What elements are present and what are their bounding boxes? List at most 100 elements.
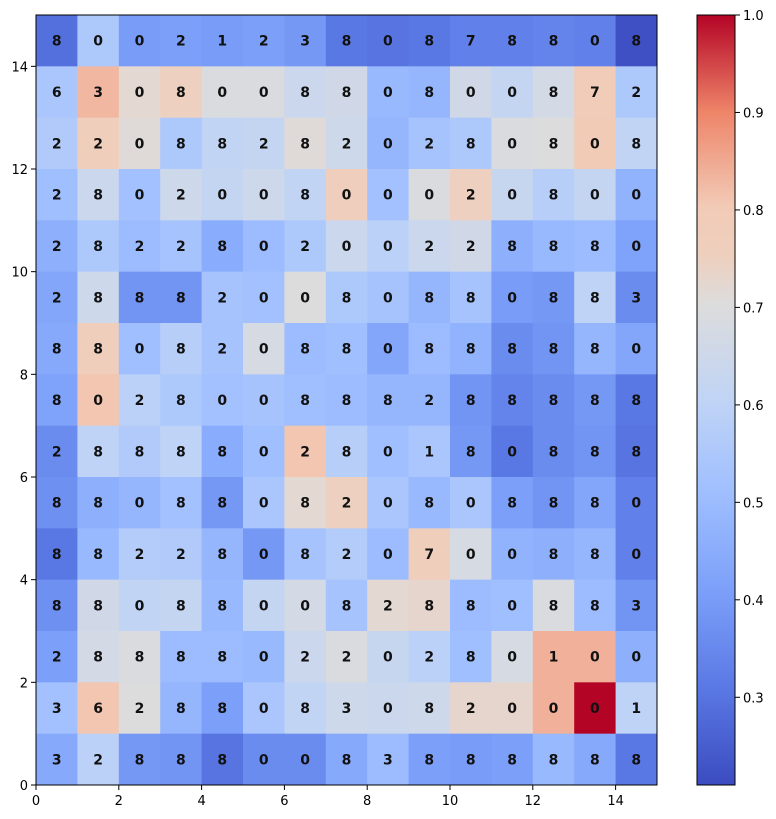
cell-label: 0 [590,136,600,152]
heatmap-cell [615,66,658,119]
heatmap-cell [367,374,410,427]
heatmap-cells [36,15,658,786]
cell-label: 2 [424,650,434,666]
cell-label: 0 [259,650,269,666]
cell-label: 8 [424,290,434,306]
heatmap-cell [615,323,658,375]
cell-label: 0 [217,393,227,409]
heatmap-cell [615,528,658,581]
heatmap-cell [77,425,120,478]
cell-label: 0 [93,393,103,409]
heatmap-cell [325,66,368,119]
cell-label: 8 [590,547,600,563]
heatmap-cell [367,477,410,529]
cell-label: 2 [52,239,62,255]
cell-label: 8 [52,598,62,614]
cell-label: 8 [342,598,352,614]
cell-label: 8 [424,34,434,50]
heatmap-cell [574,631,617,683]
heatmap-cell [160,733,203,786]
cell-label: 0 [507,598,517,614]
cell-label: 8 [217,752,227,768]
heatmap-cell [36,425,78,478]
heatmap-cell [532,733,575,786]
heatmap-cell [243,425,285,478]
heatmap-cell [36,682,78,735]
heatmap-cell [284,733,327,786]
cell-label: 8 [590,444,600,460]
heatmap-cell [201,374,244,427]
y-tick-label: 4 [20,574,28,589]
cell-label: 8 [52,496,62,512]
cell-label: 0 [300,598,310,614]
x-tick-label: 12 [525,794,542,809]
cell-label: 8 [590,342,600,358]
heatmap-cell [574,374,617,427]
cell-label: 8 [135,444,145,460]
cell-label: 8 [507,34,517,50]
cell-label: 0 [93,34,103,50]
cell-label: 0 [135,598,145,614]
cell-label: 8 [424,752,434,768]
cell-label: 8 [424,342,434,358]
cell-label: 8 [631,34,641,50]
heatmap-cell [532,66,575,119]
heatmap-cell [574,579,617,632]
heatmap-cell [325,15,368,67]
cell-label: 3 [300,34,310,50]
heatmap-cell [408,169,451,221]
y-tick-label: 2 [20,676,28,691]
cell-label: 8 [176,136,186,152]
heatmap-cell [201,733,244,786]
heatmap-cell [367,323,410,375]
heatmap-cell [36,117,78,170]
heatmap-cell [36,477,78,529]
cell-label: 3 [631,290,641,306]
cell-label: 8 [176,598,186,614]
heatmap-cell [532,579,575,632]
heatmap-cell [118,631,161,683]
cell-label: 8 [52,342,62,358]
cell-label: 0 [507,650,517,666]
cell-label: 8 [631,393,641,409]
cell-label: 8 [176,85,186,101]
cell-label: 8 [549,342,559,358]
cell-label: 2 [135,239,145,255]
cell-label: 8 [549,444,559,460]
heatmap-cell [450,631,492,683]
x-tick-label: 6 [280,794,288,809]
heatmap-cell [574,271,617,324]
cell-label: 2 [300,239,310,255]
heatmap-cell [118,579,161,632]
cell-label: 8 [342,34,352,50]
heatmap-cell [77,528,120,581]
heatmap-cell [574,15,617,67]
heatmap-cell [77,733,120,786]
heatmap-cell [491,425,534,478]
cell-label: 8 [93,342,103,358]
heatmap-cell [367,169,410,221]
cell-label: 2 [424,239,434,255]
heatmap-cell [325,323,368,375]
heatmap-cell [201,425,244,478]
heatmap-cell [77,15,120,67]
heatmap-cell [243,631,285,683]
heatmap-cell [160,579,203,632]
heatmap-cell [284,169,327,221]
colorbar: 0.3 0.4 0.5 0.6 0.7 0.8 0.9 1.0 [696,9,764,786]
heatmap-cell [201,117,244,170]
cell-label: 1 [424,444,434,460]
heatmap-cell [118,271,161,324]
heatmap-cell [615,169,658,221]
cell-label: 0 [590,188,600,204]
heatmap-cell [491,631,534,683]
cell-label: 0 [590,34,600,50]
cell-label: 0 [383,239,393,255]
heatmap-cell [408,477,451,529]
cell-label: 0 [300,752,310,768]
heatmap-cell [201,15,244,67]
heatmap-cell [243,374,285,427]
heatmap-cell [574,66,617,119]
heatmap-cell [118,425,161,478]
heatmap-cell [450,528,492,581]
